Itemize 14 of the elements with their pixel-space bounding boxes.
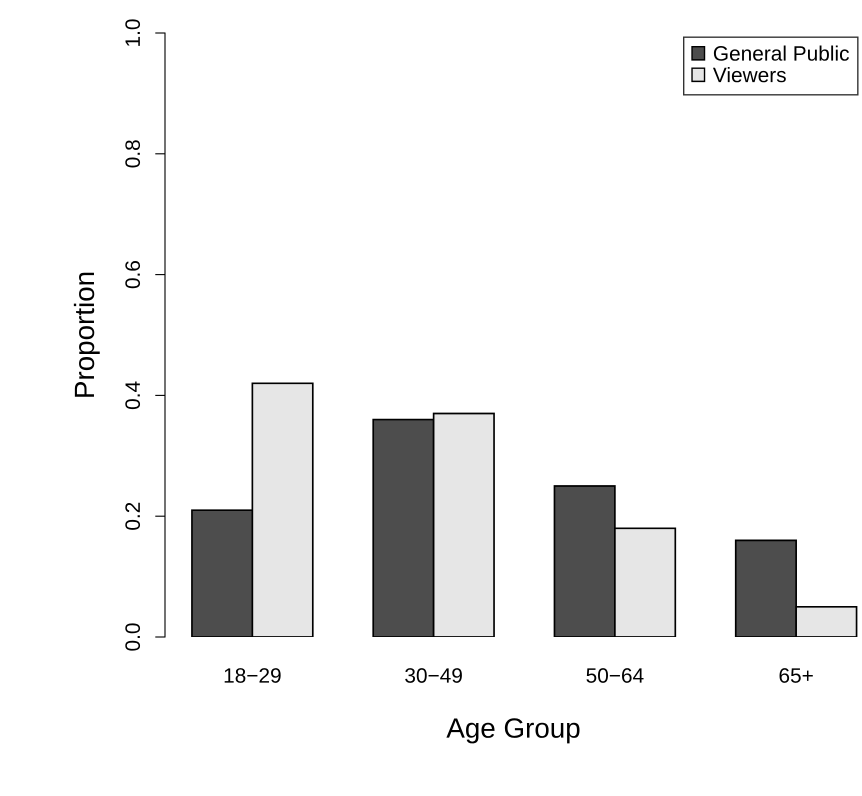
x-tick-label: 30−49 xyxy=(405,668,462,683)
y-tick-label: 0.2 xyxy=(125,502,140,530)
x-tick-label: 18−29 xyxy=(224,668,281,683)
legend-label: Viewers xyxy=(712,67,786,82)
y-tick-label: 0.8 xyxy=(125,140,140,168)
x-tick-label: 65+ xyxy=(780,668,813,683)
y-tick-label: 0.0 xyxy=(125,623,140,651)
y-tick-label: 0.6 xyxy=(125,261,140,288)
x-axis-title: Age Group xyxy=(446,718,580,744)
y-axis-title: Proportion xyxy=(74,272,100,397)
legend-label: General Public xyxy=(714,46,849,61)
x-tick-label: 50−64 xyxy=(586,668,644,683)
y-tick-label: 0.4 xyxy=(125,382,140,410)
y-tick-label: 1.0 xyxy=(125,19,140,46)
